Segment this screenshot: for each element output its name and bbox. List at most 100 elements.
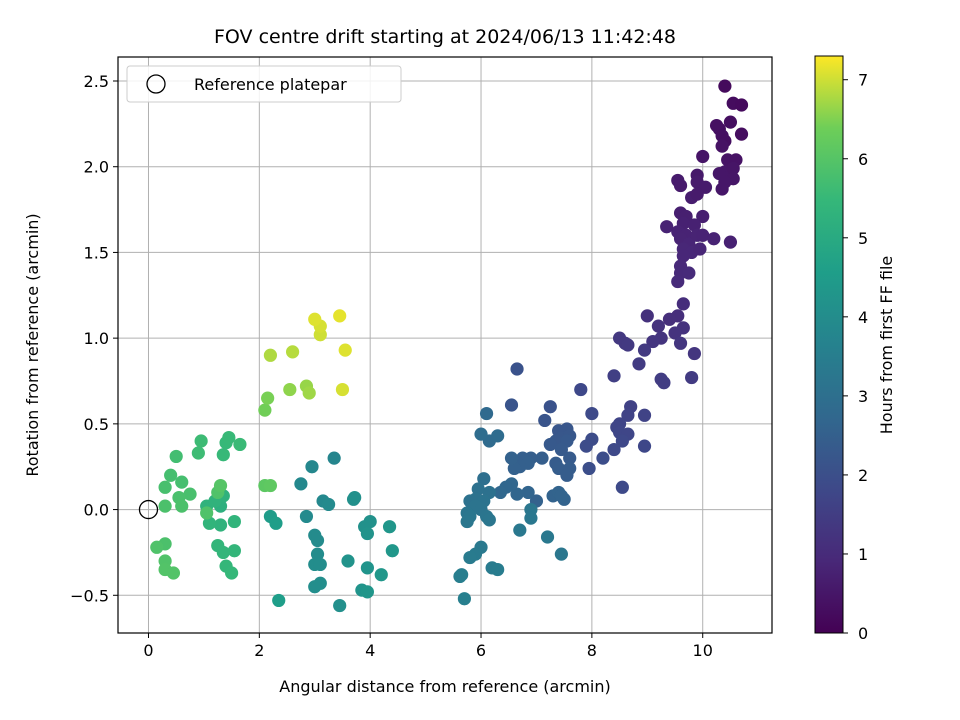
data-point bbox=[615, 434, 629, 448]
data-point bbox=[322, 497, 336, 512]
data-point bbox=[673, 178, 688, 193]
data-point bbox=[479, 406, 494, 421]
data-point bbox=[521, 485, 535, 500]
data-point bbox=[651, 319, 665, 333]
y-axis-ticks: −0.5 0.0 0.5 1.0 1.5 2.0 2.5 bbox=[70, 72, 118, 605]
data-point bbox=[676, 297, 690, 311]
data-point bbox=[707, 232, 721, 246]
data-point bbox=[335, 382, 350, 397]
data-point bbox=[491, 562, 505, 577]
data-point bbox=[225, 566, 239, 580]
colorbar-tick-label: 5 bbox=[858, 229, 868, 248]
y-tick-label: −0.5 bbox=[70, 586, 109, 605]
y-axis-label: Rotation from reference (arcmin) bbox=[23, 213, 42, 476]
data-point bbox=[596, 451, 610, 465]
data-point bbox=[158, 480, 172, 494]
data-point bbox=[554, 489, 568, 503]
data-point bbox=[671, 274, 685, 289]
data-point bbox=[191, 446, 205, 460]
y-tick-label: 2.0 bbox=[84, 158, 109, 177]
data-point bbox=[607, 369, 621, 383]
data-point bbox=[693, 242, 707, 256]
data-point bbox=[327, 451, 341, 465]
data-point bbox=[285, 345, 300, 359]
data-point bbox=[374, 568, 388, 582]
data-point bbox=[263, 348, 278, 362]
data-point bbox=[709, 118, 724, 133]
data-point bbox=[504, 451, 519, 465]
legend-box bbox=[126, 65, 402, 103]
colorbar-tick-label: 6 bbox=[858, 150, 868, 169]
data-point bbox=[682, 266, 696, 280]
data-point bbox=[637, 439, 652, 453]
data-point bbox=[294, 477, 308, 491]
data-point bbox=[507, 461, 521, 476]
data-point bbox=[687, 218, 702, 232]
reference-marker bbox=[138, 499, 159, 520]
y-tick-label: 1.0 bbox=[84, 329, 109, 348]
data-point bbox=[504, 398, 519, 412]
data-point bbox=[194, 434, 208, 448]
data-point bbox=[158, 499, 172, 513]
x-tick-label: 8 bbox=[587, 641, 597, 660]
data-point bbox=[150, 540, 164, 554]
data-point bbox=[637, 343, 652, 357]
y-tick-label: 0.0 bbox=[84, 501, 109, 520]
data-point bbox=[574, 382, 588, 397]
data-point bbox=[333, 598, 347, 613]
data-point bbox=[333, 309, 347, 323]
data-point bbox=[554, 547, 568, 561]
y-tick-label: 0.5 bbox=[84, 415, 109, 434]
data-point bbox=[543, 400, 557, 414]
colorbar-tick-label: 1 bbox=[858, 545, 868, 564]
data-point bbox=[216, 545, 230, 560]
data-point bbox=[524, 511, 538, 525]
data-point bbox=[213, 518, 228, 532]
data-point bbox=[687, 346, 702, 361]
data-point bbox=[164, 468, 178, 482]
legend-label: Reference platepar bbox=[194, 75, 347, 94]
legend-marker-icon bbox=[146, 74, 166, 94]
data-point bbox=[676, 249, 690, 263]
colorbar bbox=[814, 55, 844, 634]
data-point bbox=[169, 449, 183, 464]
data-point bbox=[657, 376, 671, 390]
data-point bbox=[272, 593, 286, 608]
chart-title: FOV centre drift starting at 2024/06/13 … bbox=[214, 26, 676, 48]
data-point bbox=[283, 382, 297, 397]
data-point bbox=[385, 544, 399, 558]
data-point bbox=[360, 585, 375, 599]
data-point bbox=[554, 442, 568, 457]
data-point bbox=[715, 182, 729, 196]
x-tick-label: 0 bbox=[143, 641, 153, 660]
data-point bbox=[261, 391, 275, 405]
data-point bbox=[313, 557, 327, 572]
data-point bbox=[540, 530, 555, 544]
data-point bbox=[474, 427, 488, 441]
data-point bbox=[563, 451, 577, 465]
x-axis-ticks: 0 2 4 6 8 10 bbox=[143, 633, 713, 660]
data-point bbox=[668, 326, 682, 340]
colorbar-label: Hours from first FF file bbox=[877, 256, 896, 435]
colorbar-tick-label: 3 bbox=[858, 387, 868, 406]
data-point bbox=[302, 386, 316, 400]
data-point bbox=[510, 487, 524, 501]
x-tick-label: 2 bbox=[254, 641, 264, 660]
data-point bbox=[310, 533, 325, 548]
legend: Reference platepar bbox=[126, 65, 402, 103]
data-point bbox=[621, 408, 635, 422]
data-point bbox=[269, 516, 283, 530]
data-point bbox=[227, 544, 241, 558]
data-point bbox=[734, 98, 749, 112]
data-point bbox=[726, 161, 740, 176]
data-point bbox=[696, 149, 710, 164]
data-point bbox=[685, 370, 699, 385]
data-point bbox=[513, 523, 527, 537]
data-point bbox=[646, 334, 660, 349]
data-point bbox=[453, 569, 467, 584]
data-point bbox=[471, 482, 485, 496]
data-point bbox=[258, 403, 272, 417]
data-point bbox=[477, 472, 491, 486]
data-point bbox=[227, 514, 241, 529]
